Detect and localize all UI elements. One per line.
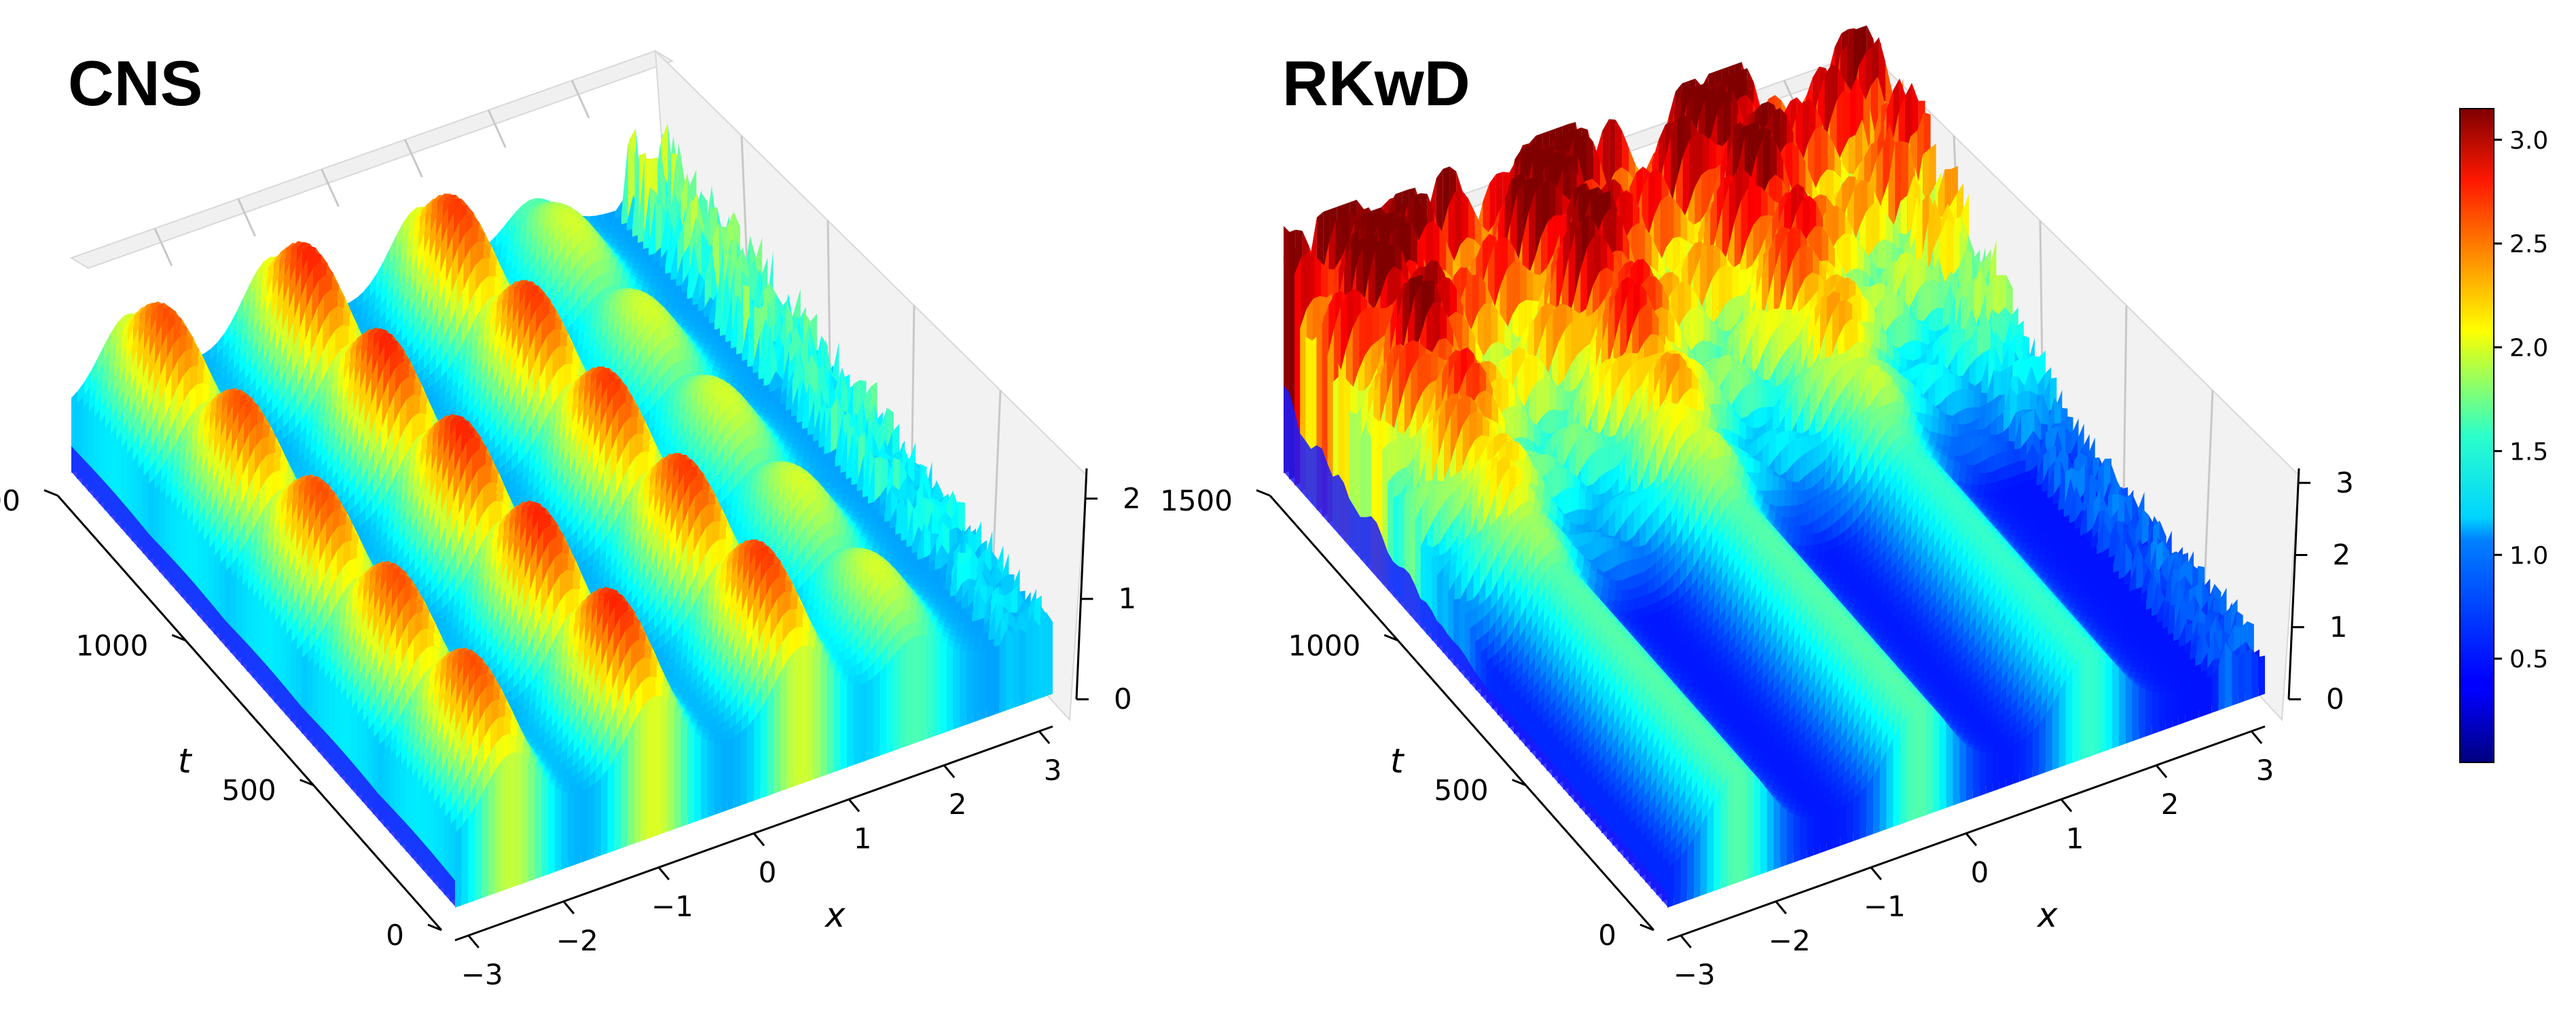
surface — [71, 123, 1053, 908]
grid-line — [321, 168, 340, 207]
panel-title: CNS — [68, 48, 202, 119]
grid-line — [404, 139, 423, 178]
grid-line — [237, 198, 257, 237]
grid-line — [153, 227, 173, 267]
grid-line — [487, 109, 507, 148]
grid-line — [570, 79, 590, 119]
